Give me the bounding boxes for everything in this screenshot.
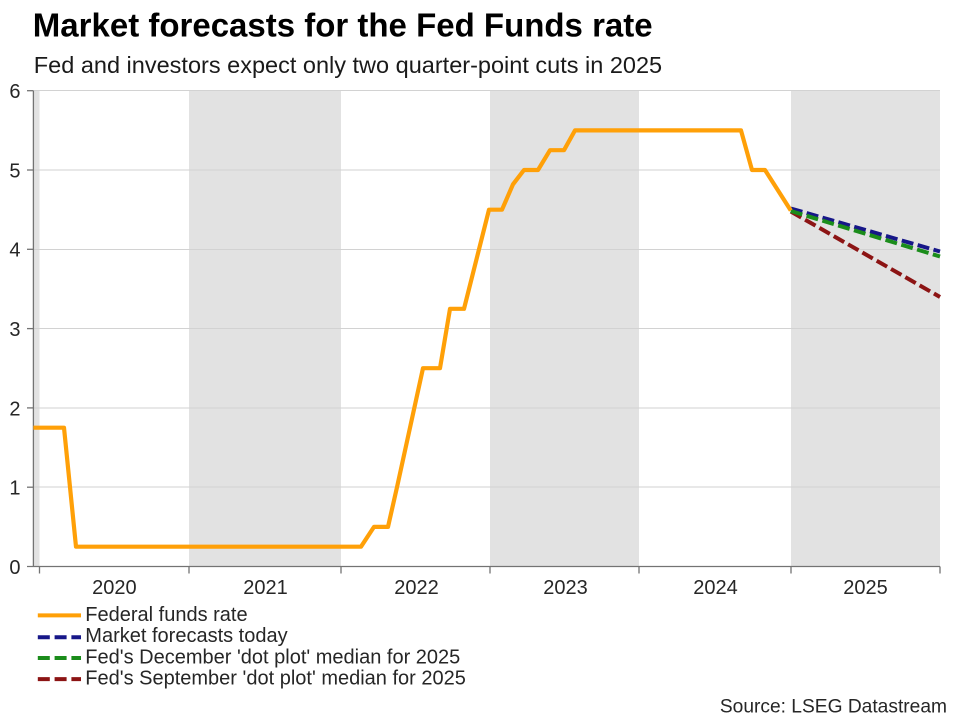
svg-text:Market forecasts for the Fed F: Market forecasts for the Fed Funds rate: [33, 7, 653, 44]
svg-text:Source: LSEG Datastream: Source: LSEG Datastream: [720, 696, 947, 717]
svg-text:6: 6: [9, 81, 20, 103]
svg-text:2021: 2021: [243, 577, 288, 599]
svg-text:5: 5: [9, 160, 20, 182]
svg-text:3: 3: [9, 319, 20, 341]
svg-text:Fed's September 'dot plot' med: Fed's September 'dot plot' median for 20…: [85, 668, 466, 690]
svg-text:2: 2: [9, 398, 20, 420]
svg-text:Fed and investors expect only: Fed and investors expect only two quarte…: [34, 52, 662, 78]
svg-text:Federal funds rate: Federal funds rate: [85, 604, 247, 626]
svg-text:1: 1: [9, 478, 20, 500]
svg-text:Fed's December 'dot plot' medi: Fed's December 'dot plot' median for 202…: [85, 646, 460, 668]
svg-text:2024: 2024: [693, 577, 738, 599]
svg-text:2022: 2022: [394, 577, 439, 599]
svg-text:0: 0: [9, 557, 20, 579]
svg-text:4: 4: [9, 240, 20, 262]
svg-text:2020: 2020: [92, 577, 137, 599]
svg-text:2025: 2025: [843, 577, 888, 599]
svg-text:Market forecasts today: Market forecasts today: [85, 625, 287, 647]
svg-text:2023: 2023: [543, 577, 588, 599]
